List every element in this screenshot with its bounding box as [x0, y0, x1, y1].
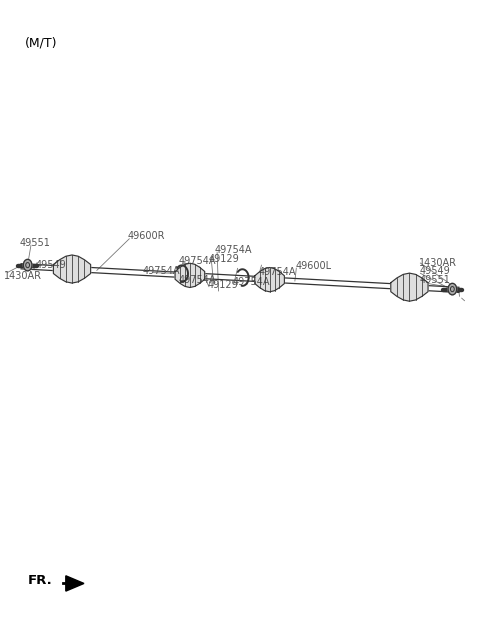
Text: 49600L: 49600L [295, 262, 332, 271]
Polygon shape [66, 576, 84, 591]
Polygon shape [53, 255, 91, 283]
Circle shape [448, 283, 456, 295]
Text: 49754A: 49754A [142, 266, 180, 276]
Polygon shape [255, 267, 284, 292]
Text: 49551: 49551 [20, 238, 50, 247]
Polygon shape [391, 273, 428, 301]
Text: 49549: 49549 [36, 260, 67, 270]
Text: 49754A: 49754A [179, 275, 216, 285]
Text: 49754A: 49754A [179, 256, 216, 266]
Text: 1430AR: 1430AR [420, 258, 457, 268]
Text: FR.: FR. [28, 574, 52, 587]
Text: 49551: 49551 [420, 275, 450, 285]
Text: 49600R: 49600R [128, 231, 165, 241]
Text: 49754A: 49754A [258, 267, 296, 277]
Text: 49129: 49129 [209, 254, 240, 263]
Circle shape [24, 260, 32, 271]
Text: 1430AR: 1430AR [4, 271, 42, 281]
Text: 49129: 49129 [208, 279, 239, 290]
Text: (M/T): (M/T) [25, 37, 58, 49]
Text: 49549: 49549 [420, 267, 450, 276]
Polygon shape [175, 263, 204, 288]
Text: 49754A: 49754A [233, 276, 270, 287]
Text: 49754A: 49754A [215, 246, 252, 255]
